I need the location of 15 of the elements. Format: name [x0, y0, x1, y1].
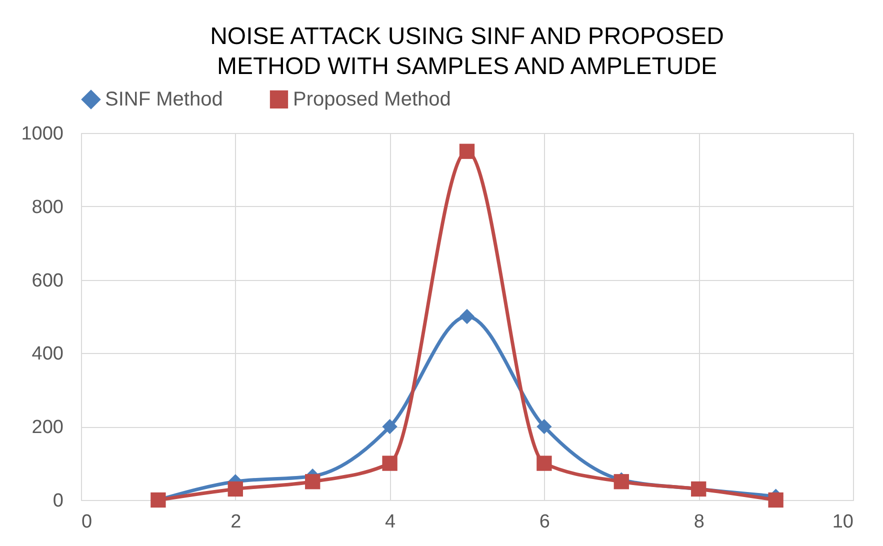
x-tick-label: 10 — [832, 512, 854, 532]
x-tick-label: 4 — [385, 512, 396, 532]
x-tick-label: 2 — [230, 512, 242, 532]
legend-label: SINF Method — [105, 88, 223, 110]
x-tick-label: 6 — [539, 512, 550, 532]
y-tick-label: 200 — [32, 417, 64, 438]
y-tick-label: 0 — [52, 490, 64, 512]
legend-label: Proposed Method — [293, 88, 451, 110]
x-tick-label: 0 — [82, 512, 92, 532]
y-tick-label: 600 — [32, 270, 64, 292]
y-tick-label: 400 — [32, 344, 64, 365]
x-tick-label: 8 — [694, 512, 704, 532]
y-tick-label: 1000 — [21, 124, 64, 144]
chart-title: NOISE ATTACK USING SINF AND PROPOSED METHOD WITH SAMPLES AND AMPLETUDE — [210, 23, 724, 80]
y-tick-label: 800 — [32, 196, 64, 218]
